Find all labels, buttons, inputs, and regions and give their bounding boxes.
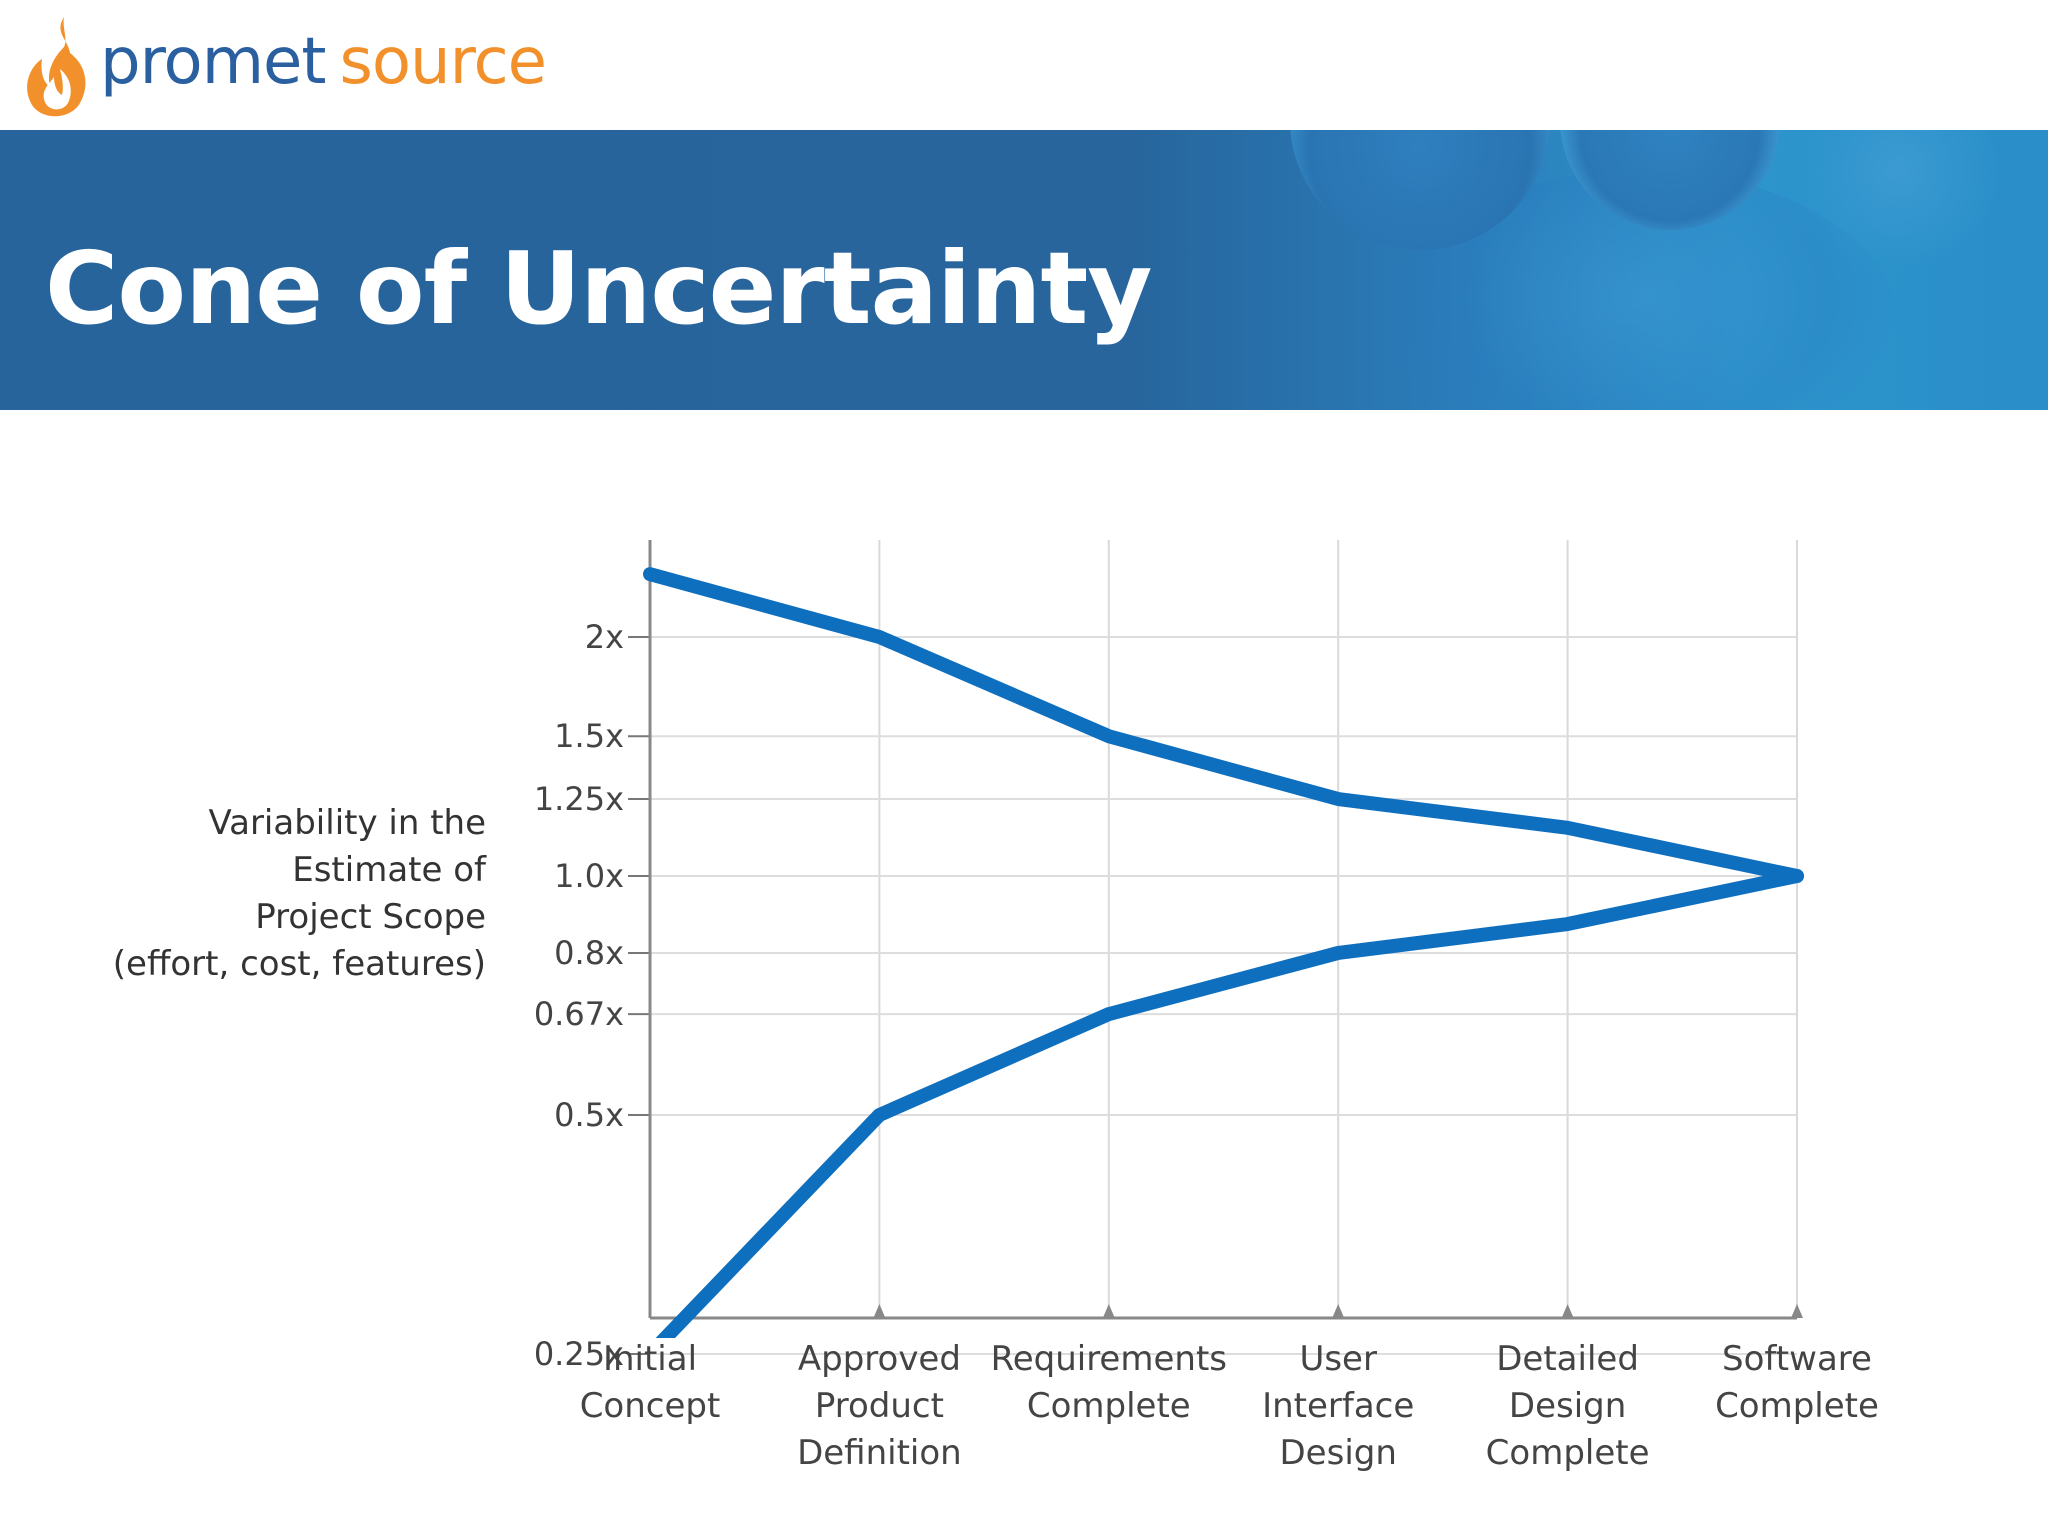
x-tick-label: User Interface Design [1262,1339,1414,1473]
y-tick-label: 1.5x [554,717,624,755]
y-tick-label: 0.5x [554,1096,624,1134]
upper-bound-line [643,567,1804,883]
x-tick-mark [1561,1304,1574,1318]
x-tick-label: Detailed Design Complete [1486,1339,1650,1473]
title-banner: Cone of Uncertainty [0,130,2048,410]
flame-icon [27,16,86,116]
y-tick-label: 0.8x [554,934,624,972]
x-tick-label: Requirements Complete [991,1339,1227,1426]
y-tick-label: 1.25x [534,780,624,818]
y-tick-label: 1.0x [554,857,624,895]
x-tick-mark [1102,1304,1115,1318]
y-tick-label: 0.67x [534,995,624,1033]
lower-bound-line [655,869,1804,1338]
x-tick-mark [873,1304,886,1318]
logo-text-source: source [339,24,548,99]
logo-text-promet: promet [100,24,326,99]
x-tick-mark [1791,1304,1803,1318]
y-tick-label: 0.25x [534,1335,624,1373]
slide-title: Cone of Uncertainty [45,230,1152,347]
x-tick-label: Software Complete [1715,1339,1879,1426]
y-axis-title: Variability in the Estimate of Project Sco… [113,803,487,984]
promet-source-logo: promet source [24,10,584,125]
x-tick-label: Approved Product Definition [797,1339,962,1473]
logo-wordmark: promet source [100,24,548,99]
x-tick-mark [1332,1304,1345,1318]
y-tick-label: 2x [585,618,624,656]
x-tick-label: Initial Concept [580,1339,721,1426]
